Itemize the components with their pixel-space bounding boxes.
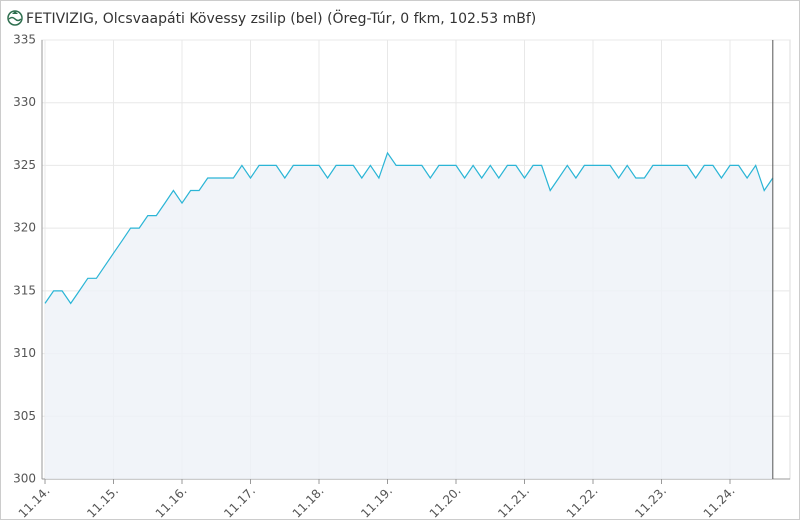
y-tick-label: 335 [13, 33, 36, 47]
y-tick-label: 330 [13, 95, 36, 109]
y-tick-label: 305 [13, 409, 36, 423]
y-tick-label: 310 [13, 346, 36, 360]
logo [7, 10, 23, 26]
data-line [44, 151, 774, 305]
y-tick-label: 325 [13, 158, 36, 172]
y-tick-label: 315 [13, 283, 36, 297]
line-area [45, 152, 773, 479]
chart-title: FETIVIZIG, Olcsvaapáti Kövessy zsilip (b… [26, 9, 536, 27]
y-tick-label: 320 [13, 221, 36, 235]
y-tick-label: 300 [13, 472, 36, 486]
